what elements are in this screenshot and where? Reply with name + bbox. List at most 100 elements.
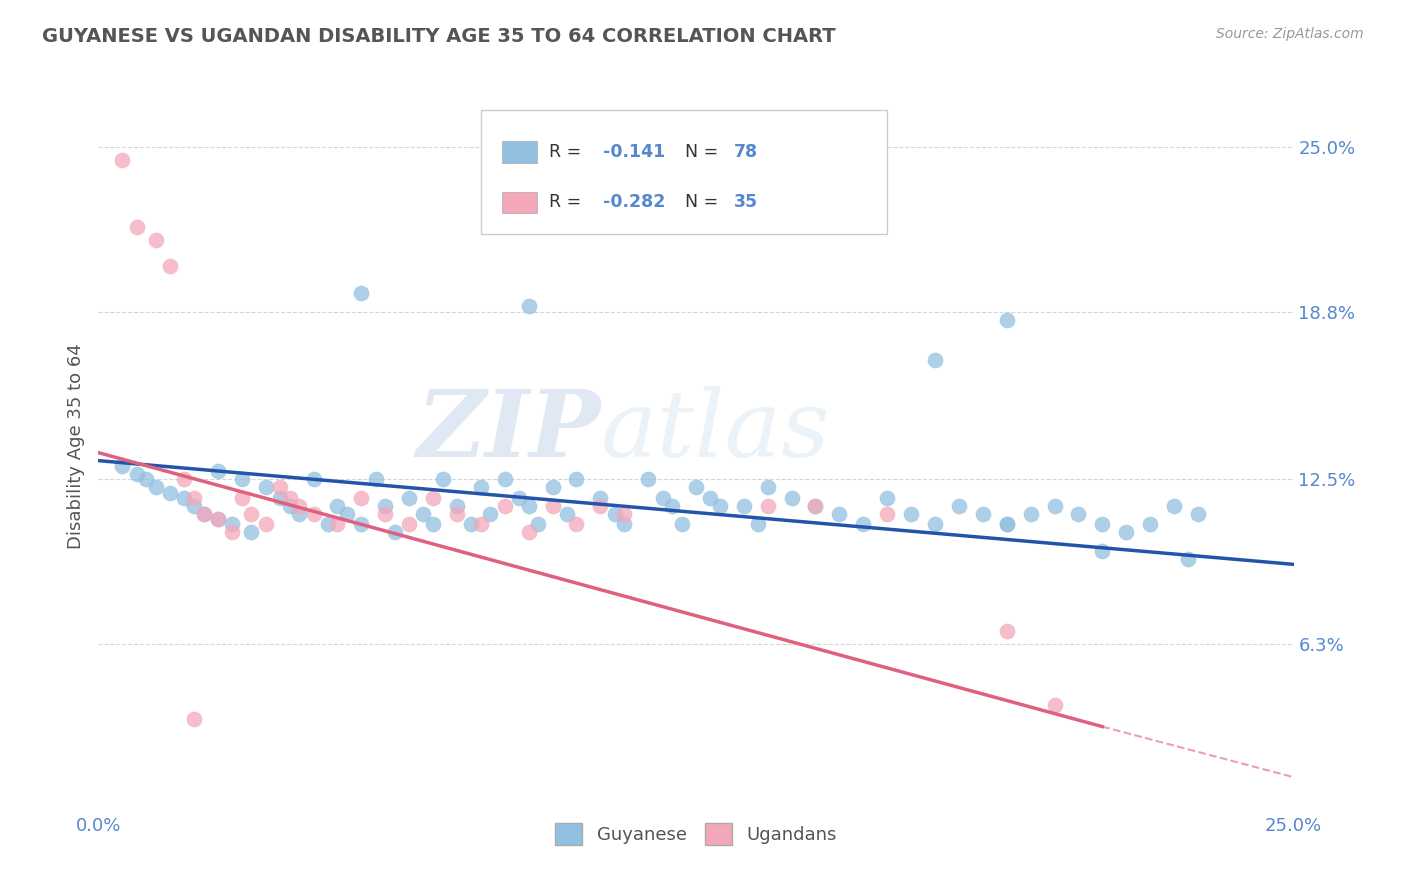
Point: [1019, 507, 1042, 521]
Point: [125, 467, 148, 481]
Point: [183, 491, 205, 505]
Text: GUYANESE VS UGANDAN DISABILITY AGE 35 TO 64 CORRELATION CHART: GUYANESE VS UGANDAN DISABILITY AGE 35 TO…: [42, 27, 835, 45]
Point: [756, 499, 779, 513]
Point: [603, 507, 626, 521]
Point: [1091, 544, 1114, 558]
Point: [565, 517, 588, 532]
Point: [565, 472, 588, 486]
Y-axis label: Disability Age 35 to 64: Disability Age 35 to 64: [66, 343, 84, 549]
Point: [494, 499, 516, 513]
Point: [804, 499, 827, 513]
Point: [193, 507, 215, 521]
Point: [398, 517, 420, 532]
FancyBboxPatch shape: [502, 141, 537, 162]
Point: [1091, 517, 1114, 532]
Point: [1067, 507, 1090, 521]
Point: [995, 517, 1018, 532]
Text: -0.282: -0.282: [603, 194, 665, 211]
Point: [278, 491, 301, 505]
Point: [221, 525, 243, 540]
Point: [661, 499, 683, 513]
Point: [221, 517, 243, 532]
Point: [145, 233, 167, 247]
Point: [207, 464, 229, 478]
Point: [1043, 499, 1066, 513]
Point: [555, 507, 578, 521]
Text: -0.141: -0.141: [603, 143, 665, 161]
Text: ZIP: ZIP: [416, 386, 600, 476]
Point: [613, 517, 636, 532]
Text: 78: 78: [734, 143, 758, 161]
Point: [460, 517, 482, 532]
Point: [948, 499, 970, 513]
Point: [240, 507, 263, 521]
Point: [364, 472, 387, 486]
Point: [145, 480, 167, 494]
Point: [422, 491, 444, 505]
Point: [747, 517, 769, 532]
Text: N =: N =: [675, 194, 724, 211]
Point: [384, 525, 406, 540]
Point: [637, 472, 659, 486]
Point: [432, 472, 454, 486]
Text: R =: R =: [548, 194, 586, 211]
Point: [1163, 499, 1185, 513]
Point: [709, 499, 731, 513]
Point: [1177, 552, 1199, 566]
Point: [1115, 525, 1137, 540]
Point: [494, 472, 516, 486]
Point: [374, 507, 396, 521]
Point: [1139, 517, 1161, 532]
Point: [613, 507, 636, 521]
Point: [412, 507, 434, 521]
Point: [173, 491, 195, 505]
Point: [995, 624, 1018, 638]
Point: [398, 491, 420, 505]
Point: [446, 507, 468, 521]
Point: [288, 499, 311, 513]
Point: [1043, 698, 1066, 713]
Point: [207, 512, 229, 526]
Point: [470, 480, 492, 494]
Point: [302, 507, 325, 521]
Point: [589, 499, 612, 513]
Point: [876, 507, 898, 521]
Point: [995, 312, 1018, 326]
Point: [350, 517, 373, 532]
Point: [193, 507, 215, 521]
Point: [924, 352, 946, 367]
Point: [422, 517, 444, 532]
Point: [756, 480, 779, 494]
Text: 35: 35: [734, 194, 758, 211]
Point: [733, 499, 755, 513]
Point: [125, 219, 148, 234]
Point: [804, 499, 827, 513]
Text: atlas: atlas: [600, 386, 830, 476]
Point: [876, 491, 898, 505]
Point: [111, 153, 134, 167]
Point: [231, 472, 253, 486]
Point: [336, 507, 359, 521]
Point: [527, 517, 550, 532]
Point: [350, 491, 373, 505]
Text: R =: R =: [548, 143, 586, 161]
Point: [541, 499, 564, 513]
Point: [183, 499, 205, 513]
Point: [326, 499, 349, 513]
Point: [183, 712, 205, 726]
Point: [972, 507, 994, 521]
Point: [517, 499, 540, 513]
Point: [207, 512, 229, 526]
Point: [900, 507, 922, 521]
Point: [254, 480, 277, 494]
Point: [326, 517, 349, 532]
Point: [269, 491, 291, 505]
Point: [240, 525, 263, 540]
Point: [517, 525, 540, 540]
FancyBboxPatch shape: [502, 192, 537, 213]
Point: [288, 507, 311, 521]
Point: [374, 499, 396, 513]
Point: [589, 491, 612, 505]
Point: [350, 286, 373, 301]
Point: [671, 517, 693, 532]
